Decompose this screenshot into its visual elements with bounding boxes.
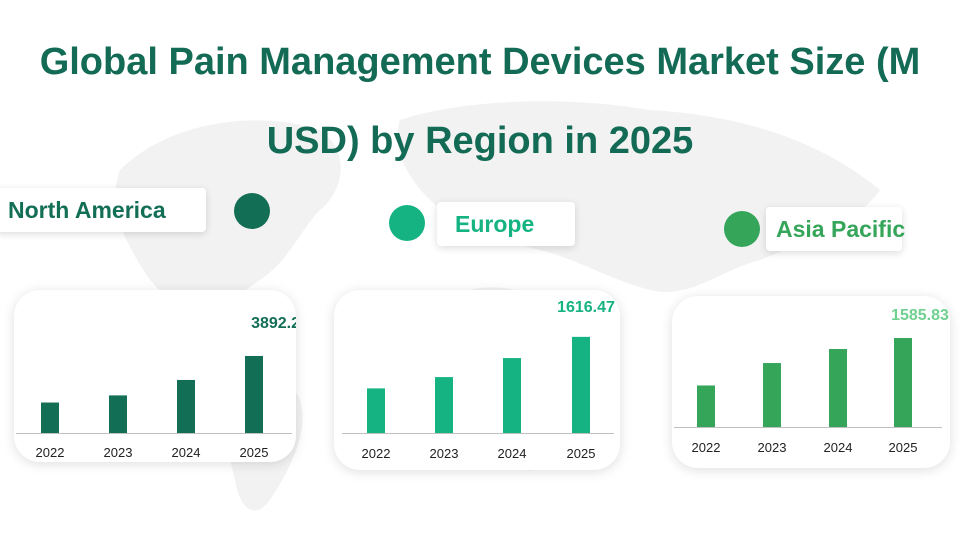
europe-marker-dot — [389, 205, 425, 241]
x-tick-label: 2025 — [889, 440, 918, 455]
x-tick-label: 2022 — [362, 446, 391, 461]
bar-2025 — [572, 336, 590, 433]
bar-2023 — [109, 395, 127, 433]
north-america-bar-chart: 2022 2023 2024 2025 3892.26 — [16, 315, 296, 460]
europe-chart-card: 2022 2023 2024 2025 1616.47 — [334, 290, 620, 470]
x-tick-label: 2024 — [824, 440, 853, 455]
x-tick-label: 2024 — [172, 445, 201, 460]
europe-bar-chart: 2022 2023 2024 2025 1616.47 — [342, 299, 615, 461]
asia-pacific-bar-chart: 2022 2023 2024 2025 1585.83 — [674, 307, 949, 455]
value-label-2025: 1616.47 — [557, 299, 615, 316]
value-label-2025: 3892.26 — [251, 315, 296, 332]
x-tick-label: 2025 — [240, 445, 269, 460]
bar-2023 — [763, 363, 781, 427]
region-label-north-america: North America — [0, 188, 206, 232]
bar-2023 — [435, 377, 453, 433]
x-tick-label: 2023 — [104, 445, 133, 460]
x-tick-label: 2025 — [567, 446, 596, 461]
bar-2024 — [503, 358, 521, 433]
bar-2022 — [41, 402, 59, 433]
bar-2024 — [829, 349, 847, 427]
bar-2025 — [894, 338, 912, 427]
value-label-2025: 1585.83 — [891, 307, 949, 324]
chart-title-line-1: Global Pain Management Devices Market Si… — [39, 41, 921, 83]
asia-pacific-marker-dot — [724, 211, 760, 247]
region-label-asia-pacific: Asia Pacific — [766, 207, 905, 251]
bar-2024 — [177, 379, 195, 433]
region-label-europe: Europe — [437, 202, 575, 246]
north-america-marker-dot — [234, 193, 270, 229]
x-tick-label: 2022 — [692, 440, 721, 455]
chart-title-line-2: USD) by Region in 2025 — [266, 120, 694, 162]
x-tick-label: 2024 — [498, 446, 527, 461]
bar-2025 — [245, 355, 263, 433]
north-america-chart-card: 2022 2023 2024 2025 3892.26 — [14, 290, 296, 462]
bar-2022 — [367, 388, 385, 433]
x-tick-label: 2022 — [36, 445, 65, 460]
x-tick-label: 2023 — [430, 446, 459, 461]
bar-2022 — [697, 385, 715, 427]
asia-pacific-chart-card: 2022 2023 2024 2025 1585.83 — [672, 296, 950, 468]
x-tick-label: 2023 — [758, 440, 787, 455]
